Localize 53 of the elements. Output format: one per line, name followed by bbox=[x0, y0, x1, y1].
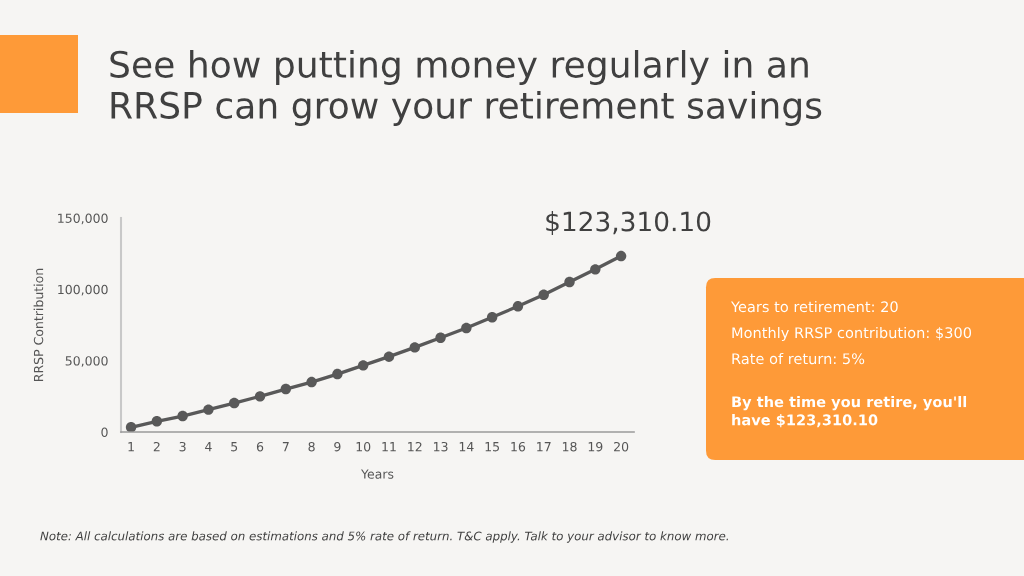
point bbox=[125, 422, 137, 432]
y-tick-label: 100,000 bbox=[58, 284, 108, 296]
point bbox=[383, 351, 395, 362]
point bbox=[280, 383, 292, 395]
point bbox=[409, 342, 420, 353]
x-tick-label: 2 bbox=[153, 441, 160, 452]
point bbox=[512, 301, 524, 312]
x-tick-label: 20 bbox=[614, 441, 629, 452]
point bbox=[538, 289, 549, 300]
x-tick-label: 16 bbox=[511, 441, 526, 452]
y-tick-label: 50,000 bbox=[65, 356, 108, 367]
x-tick-label: 7 bbox=[282, 442, 289, 452]
point bbox=[615, 250, 627, 262]
x-tick-label: 14 bbox=[459, 442, 474, 452]
x-tick-label: 8 bbox=[308, 441, 315, 452]
x-tick-label: 11 bbox=[382, 442, 396, 452]
x-tick-label: 18 bbox=[562, 441, 577, 452]
chart-title: See how putting money regularly in an RRSP can grow your retirement savings bbox=[110, 50, 822, 126]
x-tick-label: 9 bbox=[334, 441, 341, 452]
x-tick-label: 13 bbox=[433, 441, 448, 452]
point bbox=[590, 264, 601, 275]
point bbox=[435, 332, 446, 343]
point bbox=[306, 376, 317, 388]
point bbox=[229, 397, 240, 409]
text: Monthly RRSP contribution: $300 bbox=[732, 326, 972, 342]
point bbox=[254, 391, 266, 402]
x-tick-label: 6 bbox=[256, 441, 264, 452]
point bbox=[177, 410, 188, 422]
y-tick-label: 0 bbox=[101, 427, 108, 437]
x-tick-label: 15 bbox=[485, 442, 500, 452]
x-tick-label: 5 bbox=[231, 442, 238, 452]
point bbox=[357, 360, 369, 371]
x-tick-label: 12 bbox=[408, 441, 422, 452]
x-tick-label: 4 bbox=[205, 442, 212, 452]
text: Rate of return: 5% bbox=[732, 352, 865, 365]
x-tick-label: 3 bbox=[179, 441, 186, 452]
x-tick-label: 1 bbox=[128, 442, 134, 452]
point bbox=[486, 312, 498, 323]
x-tick-label: 17 bbox=[537, 442, 551, 452]
y-tick-label: 150,000 bbox=[58, 213, 108, 225]
point bbox=[461, 322, 472, 334]
point bbox=[203, 404, 214, 415]
point bbox=[151, 416, 163, 427]
data-label: $123,310.10 bbox=[546, 211, 711, 235]
text: By the time you retire, you'll have $123,310.10 bbox=[732, 396, 967, 428]
x-tick-label: 19 bbox=[588, 441, 603, 452]
text: Years to retirement: 20 bbox=[730, 300, 898, 313]
text: Note: All calculations are based on estimations and 5% rate of return. T&C apply. Talk to your advisor to know more. bbox=[40, 531, 728, 543]
y-axis-title: RRSP Contribution bbox=[33, 268, 44, 381]
point bbox=[564, 276, 575, 288]
point bbox=[332, 368, 343, 380]
x-axis-title: Years bbox=[360, 469, 394, 479]
x-tick-label: 10 bbox=[356, 441, 371, 452]
